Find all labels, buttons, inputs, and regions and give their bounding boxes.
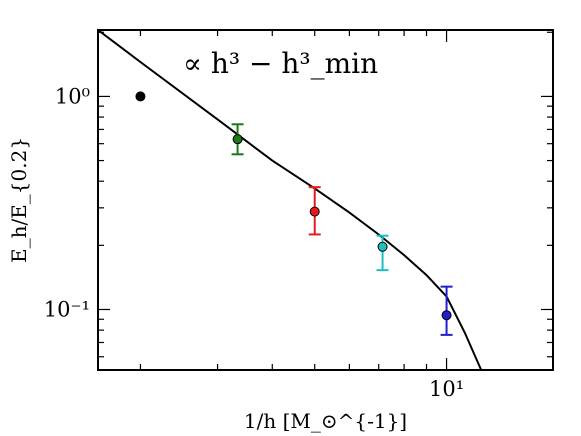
scaling-annotation: ∝ h³ − h³_min: [183, 47, 378, 80]
annotation: ∝ h³ − h³_min: [183, 47, 378, 80]
y-tick-label: 10⁻¹: [44, 297, 90, 321]
data-point: [135, 91, 146, 102]
model-curve: [98, 30, 483, 370]
data-point: [232, 134, 243, 145]
data-points: [135, 91, 453, 336]
axis-ticks: [98, 30, 553, 370]
axis-labels: 1/h [M_⊙^{-1}] E_h/E_{0.2}: [7, 137, 407, 433]
y-tick-label: 10⁰: [55, 84, 90, 108]
plot-frame: [97, 29, 554, 371]
tick-labels: 10¹ 10⁰ 10⁻¹: [44, 84, 464, 401]
data-point: [441, 310, 452, 321]
data-point: [377, 241, 388, 252]
x-axis-label: 1/h [M_⊙^{-1}]: [244, 409, 407, 433]
data-point: [309, 206, 320, 217]
x-tick-label: 10¹: [429, 377, 464, 401]
model-curve-line: [98, 30, 483, 370]
y-axis-label: E_h/E_{0.2}: [7, 137, 31, 263]
